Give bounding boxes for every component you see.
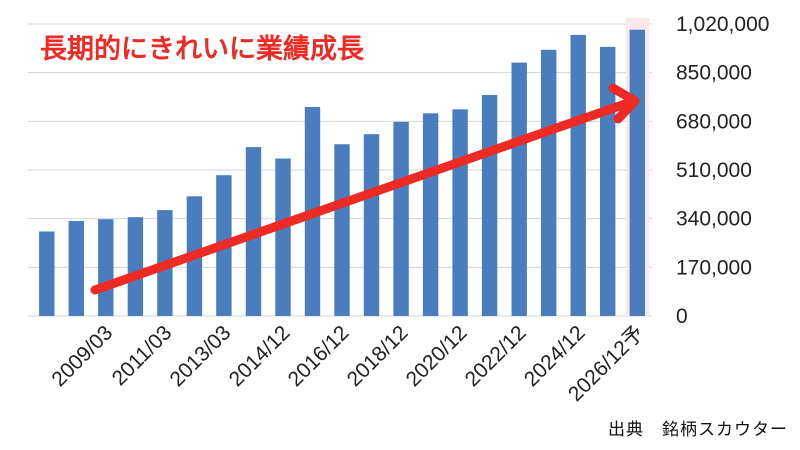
x-tick-label: 2020/12	[402, 321, 472, 391]
x-axis-ticks: 2009/032011/032013/032014/122016/122018/…	[47, 321, 648, 406]
bar	[629, 29, 645, 316]
bar	[334, 144, 350, 316]
trend-arrow	[90, 83, 640, 295]
y-axis-ticks: 0 170,000 340,000 510,000 680,000 850,000 1,02…	[676, 13, 769, 328]
bar	[275, 158, 291, 316]
y-tick-label: 340,000	[676, 208, 752, 231]
trend-arrow-head	[608, 83, 640, 124]
bar	[98, 219, 114, 316]
x-tick-label: 2011/03	[108, 321, 177, 390]
bar	[39, 231, 55, 316]
chart-annotation: 長期的にきれいに業績成長	[40, 33, 365, 65]
bar	[393, 121, 409, 317]
bar	[570, 34, 586, 317]
x-tick-label: 2016/12	[284, 321, 354, 391]
y-tick-label: 170,000	[676, 256, 752, 279]
source-note: 出典 銘柄スカウター	[608, 420, 788, 440]
x-tick-label: 2014/12	[225, 321, 295, 391]
x-tick-label: 2018/12	[343, 321, 413, 391]
y-tick-label: 850,000	[676, 62, 752, 85]
y-tick-label: 510,000	[676, 159, 752, 182]
bar	[127, 217, 144, 316]
y-tick-label: 1,020,000	[676, 13, 769, 36]
x-tick-label: 2009/03	[47, 321, 117, 391]
x-tick-label: 2013/03	[165, 321, 235, 391]
trend-arrow-line	[90, 99, 630, 295]
bar	[452, 109, 468, 316]
bar	[422, 113, 439, 316]
bar	[481, 95, 498, 316]
y-tick-label: 0	[676, 305, 688, 328]
bar	[511, 62, 527, 316]
y-tick-label: 680,000	[676, 110, 752, 133]
bar	[68, 221, 84, 316]
bar	[363, 134, 380, 316]
x-tick-label: 2022/12	[461, 321, 531, 391]
bar	[541, 49, 557, 317]
